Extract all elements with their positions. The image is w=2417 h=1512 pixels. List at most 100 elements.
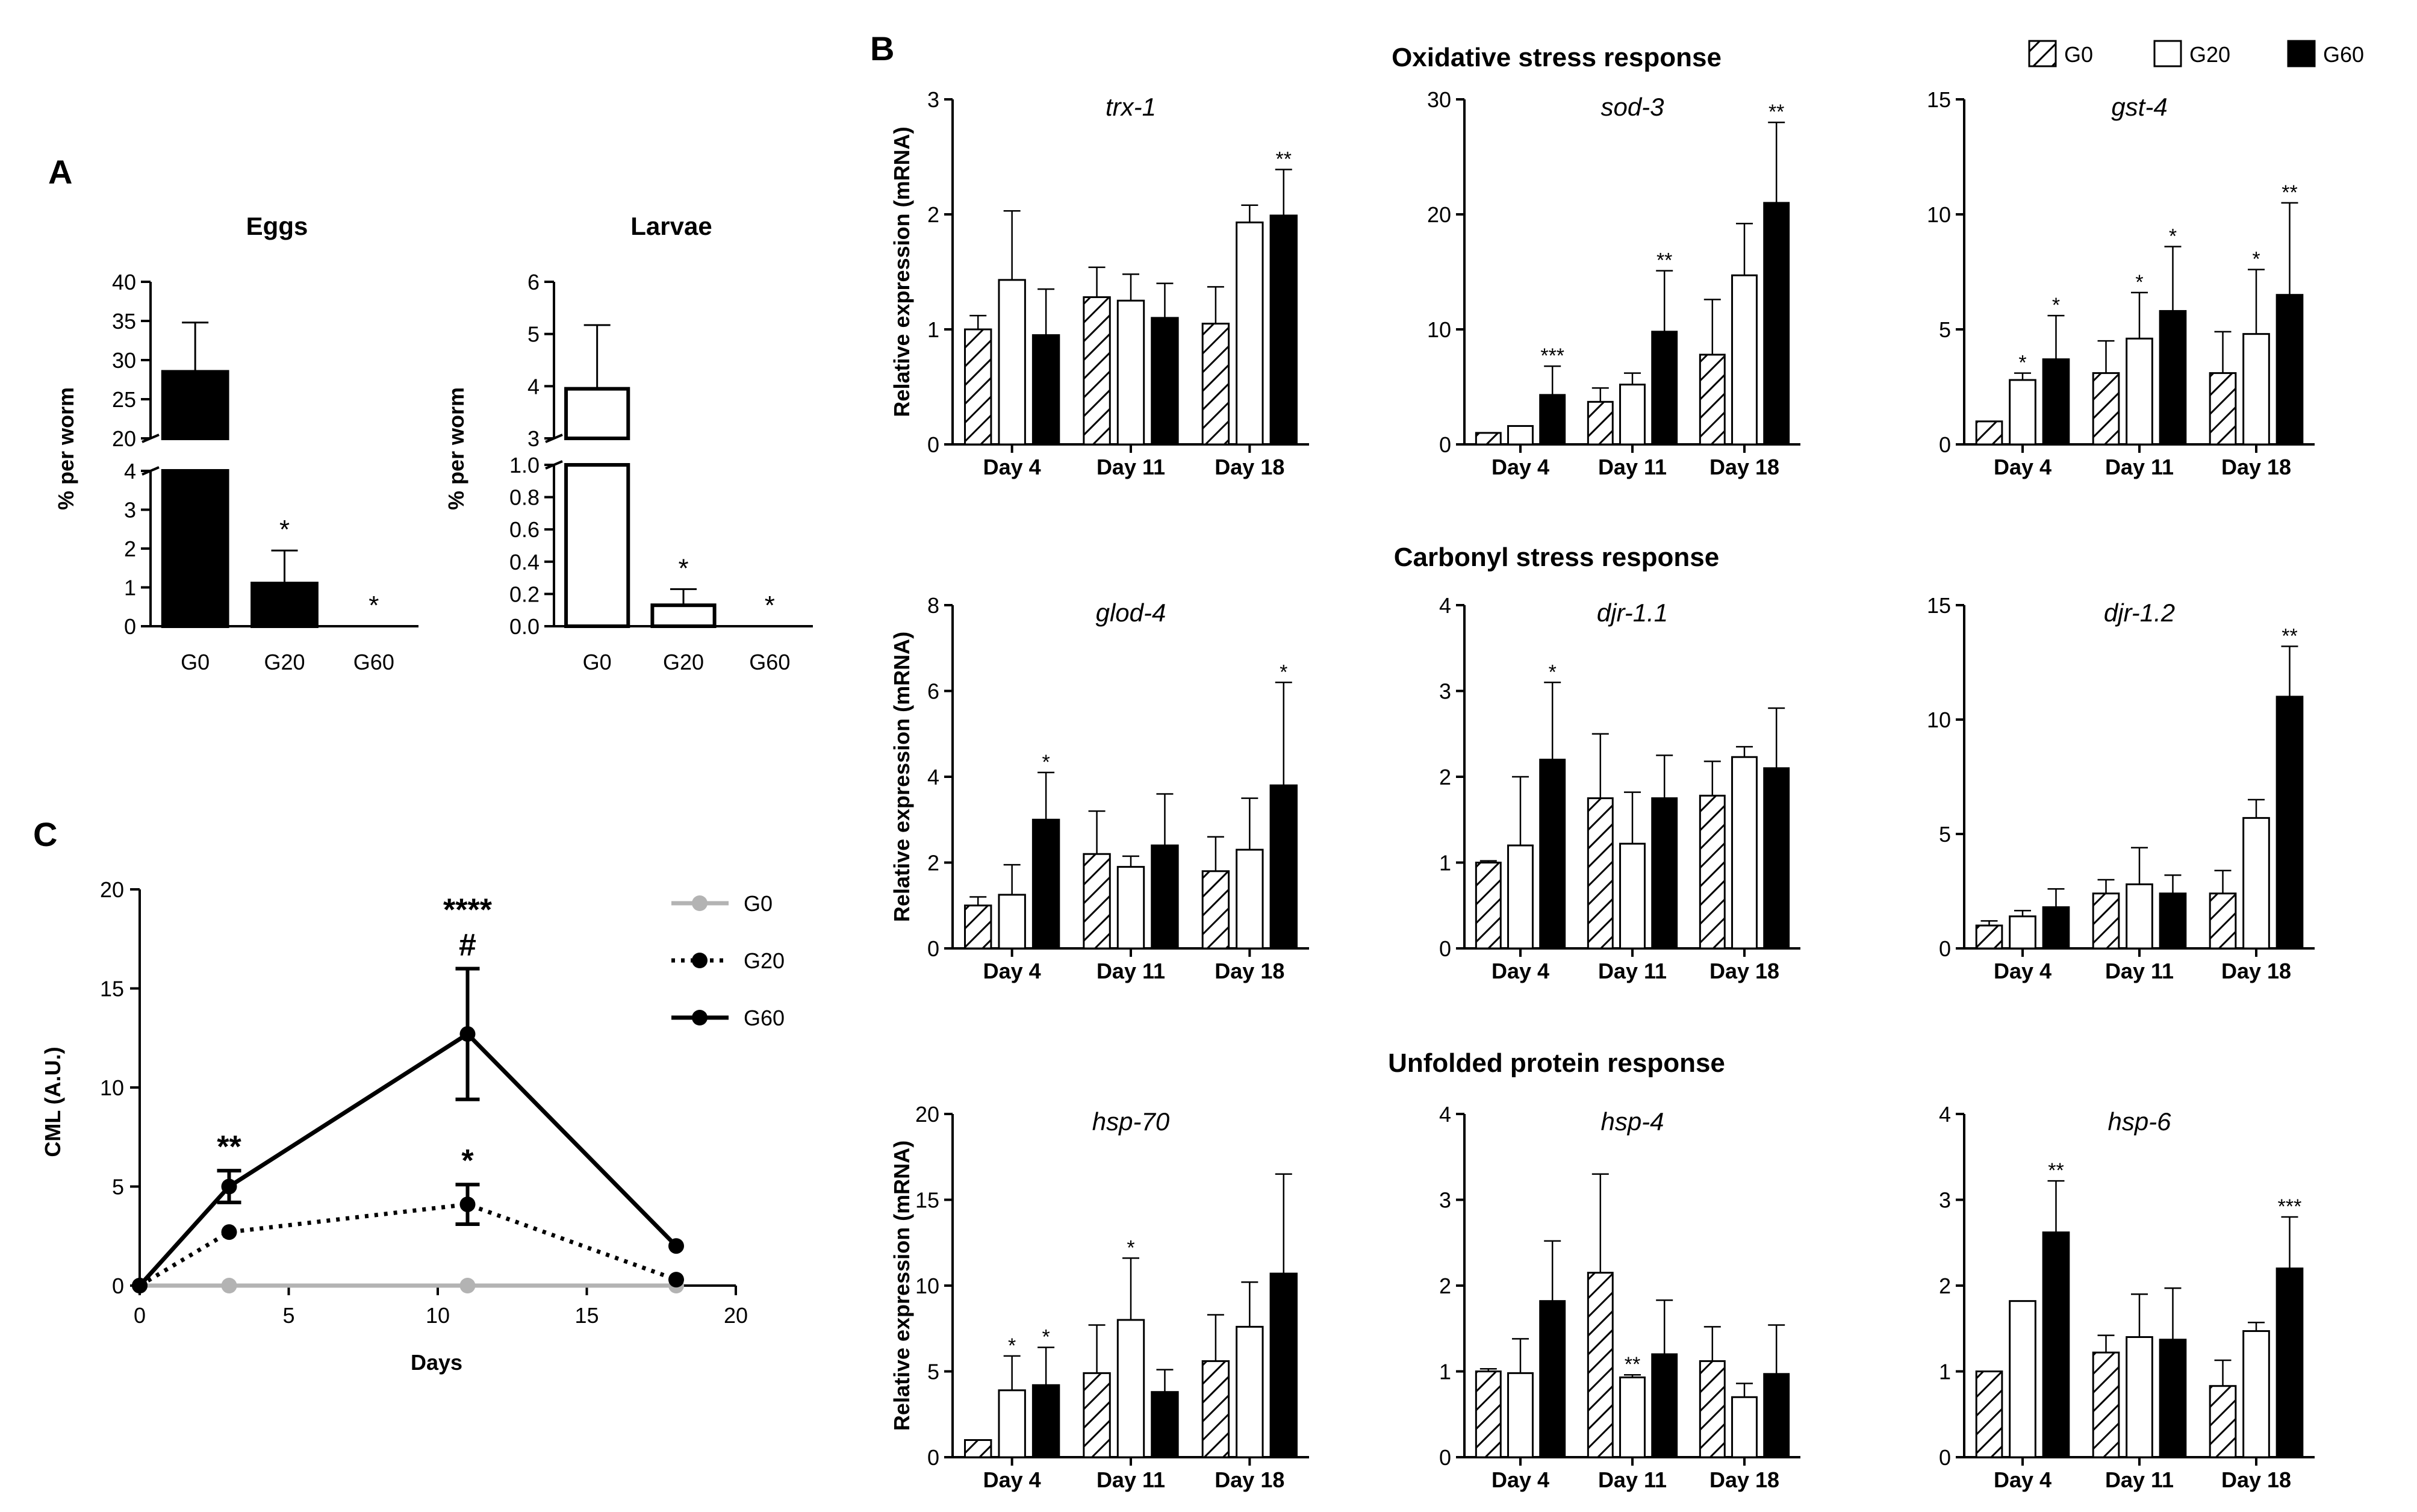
significance-marker: * [2135,271,2143,294]
x-tick-label: Day 4 [1994,959,2051,983]
x-tick-label: G20 [663,650,704,674]
y-tick-label: 15 [915,1188,939,1213]
gene-title: djr-1.1 [1597,599,1668,627]
bar-g0 [2209,1385,2237,1458]
y-tick-label: 6 [527,270,540,294]
bar-g0 [1699,1360,1726,1458]
bar-g0 [1475,862,1502,950]
y-tick-label: 0.4 [509,550,540,574]
significance-marker: ** [1625,1353,1640,1376]
x-tick-label: Day 4 [1994,455,2051,479]
significance-marker: * [765,591,775,620]
bar-g60 [1651,797,1678,950]
x-tick-label: Day 18 [1709,959,1779,983]
significance-marker: * [369,591,379,620]
significance-marker: * [1008,1334,1016,1357]
data-point-g60 [132,1278,148,1293]
y-axis-label: Relative expression (mRNA) [889,1140,914,1431]
x-tick-label: G20 [264,650,305,674]
significance-marker: * [1042,1326,1050,1349]
bar-g20 [2242,333,2270,446]
bar-g0 [1201,1360,1230,1458]
legend-label-g20: G20 [744,948,785,973]
bar-g20 [1507,1372,1534,1458]
legend-label-g60: G60 [2323,42,2364,67]
y-axis-label-cml: CML (A.U.) [40,1047,65,1157]
bar-g60 [1151,317,1179,446]
significance-marker: ** [2048,1159,2064,1182]
significance-marker: * [2169,225,2177,247]
y-tick-label: 20 [1427,202,1451,227]
x-tick-label: Day 18 [2221,959,2291,983]
bar-g20 [1619,1376,1646,1458]
legend-label-g60: G60 [744,1006,785,1030]
bar-g20 [998,894,1026,950]
bar-g20 [2009,915,2036,950]
bar-g60 [1031,334,1060,446]
y-tick-label: 0 [1439,1445,1451,1470]
chart-title-eggs: Eggs [246,212,308,240]
y-tick-label: 25 [112,387,136,412]
significance-marker: * [2252,248,2260,271]
bar-g20 [998,279,1026,446]
x-tick-label: G60 [749,650,790,674]
y-tick-label: 0.8 [509,485,540,510]
y-tick-label: 8 [927,593,939,618]
section-title-oxidative: Oxidative stress response [1392,43,1722,72]
legend-label-g20: G20 [2189,42,2230,67]
section-title-carbonyl: Carbonyl stress response [1394,543,1719,572]
gene-title: trx-1 [1106,93,1156,121]
bar-g20 [2126,337,2153,446]
series-line-g60 [138,1031,678,1287]
bar-g0 [1475,1370,1502,1458]
y-tick-label: 15 [100,977,124,1001]
legend-swatch-g0 [2028,40,2057,67]
y-tick-label: 4 [124,459,136,484]
y-tick-label: 3 [1939,1188,1951,1213]
bar-g60 [1031,818,1060,950]
chart-hsp-6: 0 1 2 3 4 hsp-6 Day 4 ** Day 11 Day 18 *** [1939,1102,2315,1492]
bar-g20 [2009,379,2036,446]
legend-marker-g60 [692,1010,708,1025]
y-tick-label: 15 [1927,593,1951,618]
y-tick-label: 0 [1939,936,1951,961]
bar-g60 [1151,1391,1179,1458]
y-tick-label: 30 [1427,87,1451,112]
legend-marker-g0 [692,895,708,911]
bar-g60 [1539,759,1566,950]
bar-g0 [1587,400,1614,446]
y-tick-label: 3 [1439,1188,1451,1213]
x-tick-label: Day 18 [2221,455,2291,479]
bar-g0-upper [161,370,229,440]
x-tick-label: Day 11 [1097,455,1165,479]
bar-g0 [1083,296,1111,446]
y-tick-label: 0 [927,1445,939,1470]
bar-g60 [2042,358,2070,446]
series-line-g20 [138,1202,677,1288]
x-axis-label-cml: Days [411,1350,462,1375]
legend-label-g0: G0 [744,891,773,916]
y-axis-label-eggs: % per worm [54,387,78,510]
bar-g0 [964,904,992,950]
y-tick-label: 5 [527,322,540,347]
gene-title: hsp-4 [1600,1107,1664,1136]
chart-title-larvae: Larvae [630,212,712,240]
bar-g0 [1699,353,1726,446]
chart-trx-1: 0 1 2 3 trx-1 Day 4 Day 11 Day 18 ** Relative exp… [889,87,1309,479]
x-tick-label: 0 [134,1303,146,1328]
bar-g60 [1151,844,1179,950]
x-tick-label: Day 4 [983,455,1041,479]
bar-g20 [2242,817,2270,950]
bar-g20 [1619,384,1646,446]
y-tick-label: 20 [112,426,136,451]
x-tick-label: Day 18 [1215,959,1284,983]
x-tick-label: Day 4 [1492,455,1549,479]
data-point-g20 [459,1196,476,1213]
legend-marker-g20 [692,953,708,968]
x-tick-label: Day 11 [2105,455,2174,479]
y-tick-label: 5 [112,1175,124,1199]
x-tick-label: Day 18 [1215,1467,1284,1492]
bar-g60 [2159,892,2187,950]
bar-g20 [1236,848,1264,950]
